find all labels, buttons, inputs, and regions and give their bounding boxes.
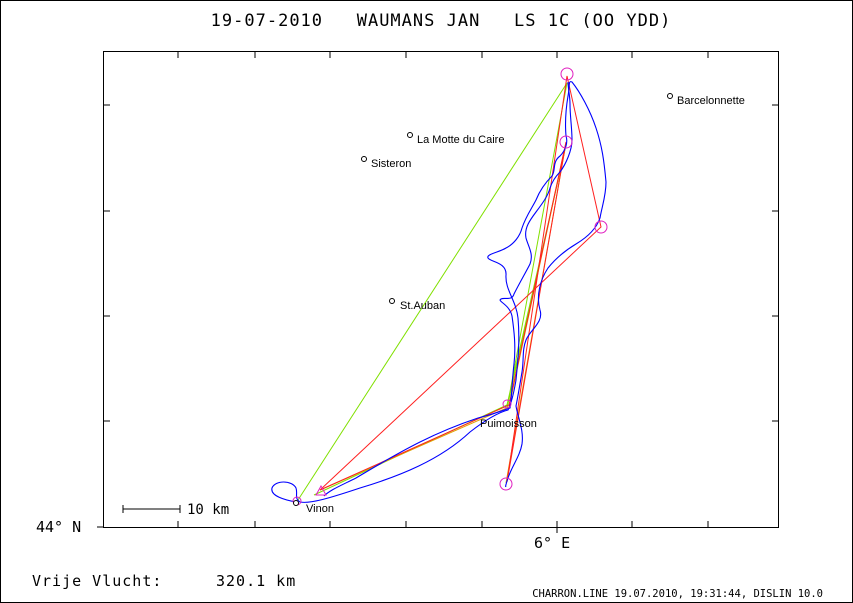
turnpoint-markers xyxy=(292,67,608,506)
town-label: Barcelonnette xyxy=(677,95,745,107)
town-label: Puimoisson xyxy=(480,418,537,430)
credit-text: CHARRON.LINE 19.07.2010, 19:31:44, DISLI… xyxy=(532,588,823,600)
town-marker-icon xyxy=(667,93,673,99)
turnpoint-puimoisson-icon xyxy=(502,399,512,409)
town-puimoisson: Puimoisson xyxy=(480,418,537,430)
turnpoint-east-icon xyxy=(594,220,608,234)
flight-track-b xyxy=(323,81,573,497)
town-label: Vinon xyxy=(306,503,334,515)
turnpoint-south-icon xyxy=(499,477,513,491)
longitude-label: 6° E xyxy=(534,534,570,552)
scale-bar-label: 10 km xyxy=(187,502,229,518)
start-triangle-icon xyxy=(315,484,327,496)
town-marker-icon xyxy=(293,500,299,506)
turnpoint-north-icon xyxy=(560,67,574,81)
task-line-orange xyxy=(319,142,567,491)
town-vinon: Vinon xyxy=(293,500,334,515)
axis-ticks xyxy=(97,52,778,533)
town-barcelonnette: Barcelonnette xyxy=(667,93,745,107)
footer: Vrije Vlucht: 320.1 km CHARRON.LINE 19.0… xyxy=(32,572,823,600)
town-marker-icon xyxy=(361,156,367,162)
distance-value: 320.1 km xyxy=(216,572,296,590)
scale-bar: 10 km xyxy=(122,502,229,518)
town-marker-icon xyxy=(407,132,413,138)
flight-track xyxy=(271,81,607,503)
turnpoint-north2-icon xyxy=(559,135,573,149)
town-label: Sisteron xyxy=(371,158,411,170)
distance-label: Vrije Vlucht: xyxy=(32,572,162,590)
town-st-auban: St.Auban xyxy=(389,298,445,312)
town-sisteron: Sisteron xyxy=(361,156,411,170)
town-marker-icon xyxy=(389,298,395,304)
town-label: La Motte du Caire xyxy=(417,134,504,146)
plot-area xyxy=(103,51,779,528)
town-la-motte-du-caire: La Motte du Caire xyxy=(407,132,504,146)
latitude-label: 44° N xyxy=(36,518,81,536)
town-label: St.Auban xyxy=(400,300,445,312)
page-title: 19-07-2010 WAUMANS JAN LS 1C (OO YDD) xyxy=(211,11,672,31)
